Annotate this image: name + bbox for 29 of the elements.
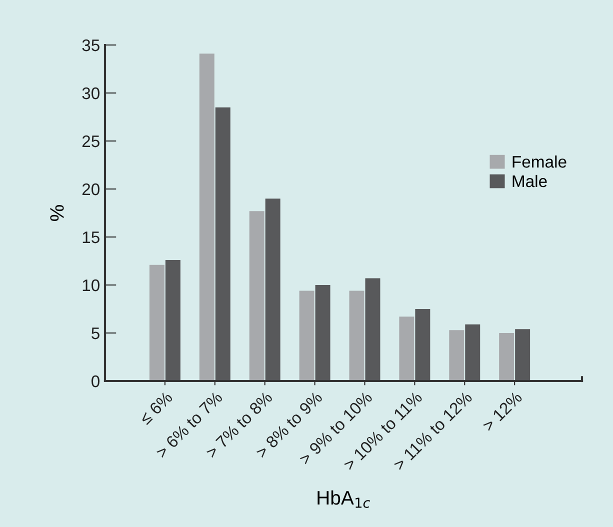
bar [149,264,164,381]
bar [465,324,480,381]
bar [349,290,364,381]
bar [399,316,414,381]
x-axis-title: HbA$_{1c}$ [318,490,370,508]
y-axis-title: % [50,205,64,221]
bar [515,329,530,381]
x-tick-label: ≤ 6% [138,390,174,426]
bar [199,54,214,381]
y-tick-label: 30 [82,87,100,100]
legend-label: Male [512,174,547,188]
bar [365,278,380,381]
bar [299,290,314,381]
bar [249,211,264,381]
bar [415,309,430,381]
y-tick-label: 5 [92,328,100,340]
y-tick-label: 10 [82,279,100,292]
bar [165,260,180,381]
bar [265,198,280,381]
y-tick-label: 0 [92,375,100,388]
y-tick-label: 25 [82,135,100,148]
bar [215,107,230,381]
y-tick-label: 35 [82,39,100,52]
bar [449,330,464,381]
y-tick-label: 15 [82,232,100,244]
y-tick-label: 20 [82,183,100,196]
legend-label: Female [512,155,566,168]
bar [315,285,330,381]
bar [499,333,514,381]
